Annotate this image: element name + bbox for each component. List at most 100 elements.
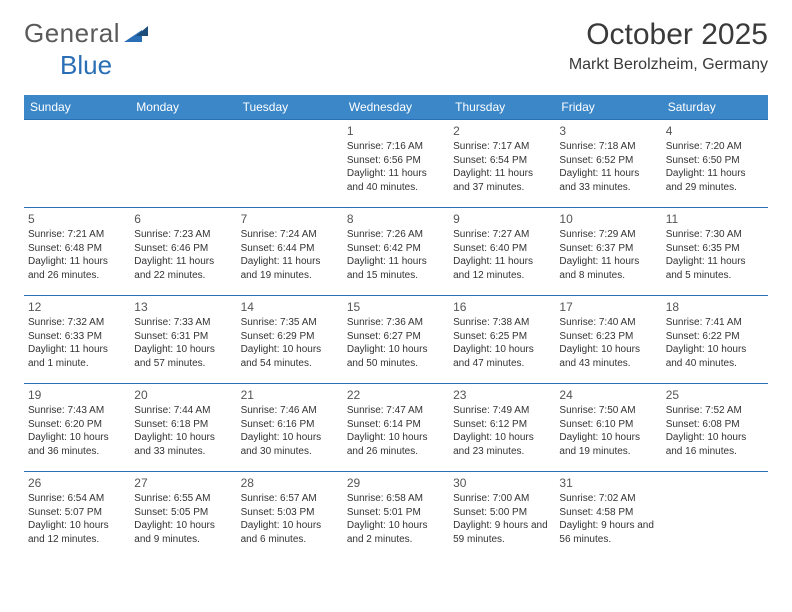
day-number: 10 <box>559 212 657 226</box>
day-number: 14 <box>241 300 339 314</box>
logo-mark-icon <box>124 18 148 49</box>
sunset-text: Sunset: 6:20 PM <box>28 418 126 432</box>
day-number: 8 <box>347 212 445 226</box>
calendar-empty-cell <box>662 472 768 560</box>
calendar-day-cell: 25Sunrise: 7:52 AMSunset: 6:08 PMDayligh… <box>662 384 768 472</box>
sunset-text: Sunset: 6:23 PM <box>559 330 657 344</box>
day-info: Sunrise: 7:38 AMSunset: 6:25 PMDaylight:… <box>453 316 551 370</box>
sunset-text: Sunset: 6:44 PM <box>241 242 339 256</box>
day-info: Sunrise: 6:55 AMSunset: 5:05 PMDaylight:… <box>134 492 232 546</box>
day-info: Sunrise: 7:36 AMSunset: 6:27 PMDaylight:… <box>347 316 445 370</box>
calendar-day-cell: 17 Sunrise: 7:40 AMSunset: 6:23 PMDayligh… <box>555 296 661 384</box>
sunset-text: Sunset: 6:27 PM <box>347 330 445 344</box>
sunrise-text: Sunrise: 7:33 AM <box>134 316 232 330</box>
sunrise-text: Sunrise: 7:24 AM <box>241 228 339 242</box>
sunrise-text: Sunrise: 7:40 AM <box>559 316 657 330</box>
sunset-text: Sunset: 5:07 PM <box>28 506 126 520</box>
day-number: 4 <box>666 124 764 138</box>
day-info: Sunrise: 7:02 AMSunset: 4:58 PMDaylight:… <box>559 492 657 546</box>
day-info: Sunrise: 7:40 AMSunset: 6:23 PMDaylight:… <box>559 316 657 370</box>
day-number: 23 <box>453 388 551 402</box>
logo-text-1: General <box>24 18 120 49</box>
day-info: Sunrise: 7:44 AMSunset: 6:18 PMDaylight:… <box>134 404 232 458</box>
day-info: Sunrise: 7:47 AMSunset: 6:14 PMDaylight:… <box>347 404 445 458</box>
day-number: 1 <box>347 124 445 138</box>
day-number: 22 <box>347 388 445 402</box>
daylight-text: Daylight: 11 hours and 37 minutes. <box>453 167 551 194</box>
calendar-day-cell: 13Sunrise: 7:33 AMSunset: 6:31 PMDayligh… <box>130 296 236 384</box>
daylight-text: Daylight: 11 hours and 26 minutes. <box>28 255 126 282</box>
daylight-text: Daylight: 11 hours and 40 minutes. <box>347 167 445 194</box>
day-number: 20 <box>134 388 232 402</box>
calendar-day-cell: 4 Sunrise: 7:20 AMSunset: 6:50 PMDaylight… <box>662 120 768 208</box>
sunset-text: Sunset: 6:16 PM <box>241 418 339 432</box>
day-number: 29 <box>347 476 445 490</box>
day-info: Sunrise: 7:00 AMSunset: 5:00 PMDaylight:… <box>453 492 551 546</box>
daylight-text: Daylight: 10 hours and 23 minutes. <box>453 431 551 458</box>
day-info: Sunrise: 7:20 AMSunset: 6:50 PMDaylight:… <box>666 140 764 194</box>
calendar-day-cell: 10Sunrise: 7:29 AMSunset: 6:37 PMDayligh… <box>555 208 661 296</box>
calendar-week-row: 1 Sunrise: 7:16 AMSunset: 6:56 PMDaylight… <box>24 120 768 208</box>
daylight-text: Daylight: 10 hours and 40 minutes. <box>666 343 764 370</box>
daylight-text: Daylight: 10 hours and 9 minutes. <box>134 519 232 546</box>
sunset-text: Sunset: 6:08 PM <box>666 418 764 432</box>
day-info: Sunrise: 7:16 AMSunset: 6:56 PMDaylight:… <box>347 140 445 194</box>
day-info: Sunrise: 7:32 AMSunset: 6:33 PMDaylight:… <box>28 316 126 370</box>
location-subtitle: Markt Berolzheim, Germany <box>569 56 768 74</box>
sunset-text: Sunset: 6:48 PM <box>28 242 126 256</box>
day-info: Sunrise: 7:17 AMSunset: 6:54 PMDaylight:… <box>453 140 551 194</box>
daylight-text: Daylight: 10 hours and 6 minutes. <box>241 519 339 546</box>
daylight-text: Daylight: 11 hours and 5 minutes. <box>666 255 764 282</box>
sunrise-text: Sunrise: 7:27 AM <box>453 228 551 242</box>
weekday-row: SundayMondayTuesdayWednesdayThursdayFrid… <box>24 95 768 120</box>
sunset-text: Sunset: 6:14 PM <box>347 418 445 432</box>
day-info: Sunrise: 7:50 AMSunset: 6:10 PMDaylight:… <box>559 404 657 458</box>
calendar-day-cell: 1 Sunrise: 7:16 AMSunset: 6:56 PMDaylight… <box>343 120 449 208</box>
sunset-text: Sunset: 6:54 PM <box>453 154 551 168</box>
sunset-text: Sunset: 6:25 PM <box>453 330 551 344</box>
day-info: Sunrise: 7:24 AMSunset: 6:44 PMDaylight:… <box>241 228 339 282</box>
calendar-day-cell: 14 Sunrise: 7:35 AMSunset: 6:29 PMDayligh… <box>237 296 343 384</box>
sunrise-text: Sunrise: 7:21 AM <box>28 228 126 242</box>
sunrise-text: Sunrise: 6:57 AM <box>241 492 339 506</box>
calendar-week-row: 26Sunrise: 6:54 AMSunset: 5:07 PMDayligh… <box>24 472 768 560</box>
calendar-day-cell: 2Sunrise: 7:17 AMSunset: 6:54 PMDaylight… <box>449 120 555 208</box>
calendar-body: 1 Sunrise: 7:16 AMSunset: 6:56 PMDaylight… <box>24 120 768 560</box>
sunrise-text: Sunrise: 7:16 AM <box>347 140 445 154</box>
calendar-day-cell: 21Sunrise: 7:46 AMSunset: 6:16 PMDayligh… <box>237 384 343 472</box>
calendar-day-cell: 6Sunrise: 7:23 AMSunset: 6:46 PMDaylight… <box>130 208 236 296</box>
weekday-header: Tuesday <box>237 95 343 120</box>
daylight-text: Daylight: 11 hours and 19 minutes. <box>241 255 339 282</box>
daylight-text: Daylight: 10 hours and 16 minutes. <box>666 431 764 458</box>
sunset-text: Sunset: 6:33 PM <box>28 330 126 344</box>
calendar-day-cell: 11Sunrise: 7:30 AMSunset: 6:35 PMDayligh… <box>662 208 768 296</box>
sunrise-text: Sunrise: 6:55 AM <box>134 492 232 506</box>
calendar-week-row: 19Sunrise: 7:43 AMSunset: 6:20 PMDayligh… <box>24 384 768 472</box>
calendar-table: SundayMondayTuesdayWednesdayThursdayFrid… <box>24 95 768 560</box>
calendar-day-cell: 27Sunrise: 6:55 AMSunset: 5:05 PMDayligh… <box>130 472 236 560</box>
sunset-text: Sunset: 6:50 PM <box>666 154 764 168</box>
day-info: Sunrise: 6:57 AMSunset: 5:03 PMDaylight:… <box>241 492 339 546</box>
daylight-text: Daylight: 11 hours and 33 minutes. <box>559 167 657 194</box>
sunrise-text: Sunrise: 7:32 AM <box>28 316 126 330</box>
calendar-day-cell: 8Sunrise: 7:26 AMSunset: 6:42 PMDaylight… <box>343 208 449 296</box>
sunset-text: Sunset: 6:52 PM <box>559 154 657 168</box>
day-info: Sunrise: 7:35 AMSunset: 6:29 PMDaylight:… <box>241 316 339 370</box>
weekday-header: Thursday <box>449 95 555 120</box>
sunrise-text: Sunrise: 7:52 AM <box>666 404 764 418</box>
day-number: 5 <box>28 212 126 226</box>
calendar-day-cell: 20 Sunrise: 7:44 AMSunset: 6:18 PMDayligh… <box>130 384 236 472</box>
daylight-text: Daylight: 11 hours and 8 minutes. <box>559 255 657 282</box>
daylight-text: Daylight: 10 hours and 54 minutes. <box>241 343 339 370</box>
day-number: 17 <box>559 300 657 314</box>
sunset-text: Sunset: 5:00 PM <box>453 506 551 520</box>
day-info: Sunrise: 7:21 AMSunset: 6:48 PMDaylight:… <box>28 228 126 282</box>
day-info: Sunrise: 6:54 AMSunset: 5:07 PMDaylight:… <box>28 492 126 546</box>
day-number: 3 <box>559 124 657 138</box>
daylight-text: Daylight: 10 hours and 30 minutes. <box>241 431 339 458</box>
sunrise-text: Sunrise: 7:35 AM <box>241 316 339 330</box>
calendar-day-cell: 29Sunrise: 6:58 AMSunset: 5:01 PMDayligh… <box>343 472 449 560</box>
day-number: 7 <box>241 212 339 226</box>
day-info: Sunrise: 7:33 AMSunset: 6:31 PMDaylight:… <box>134 316 232 370</box>
daylight-text: Daylight: 10 hours and 12 minutes. <box>28 519 126 546</box>
